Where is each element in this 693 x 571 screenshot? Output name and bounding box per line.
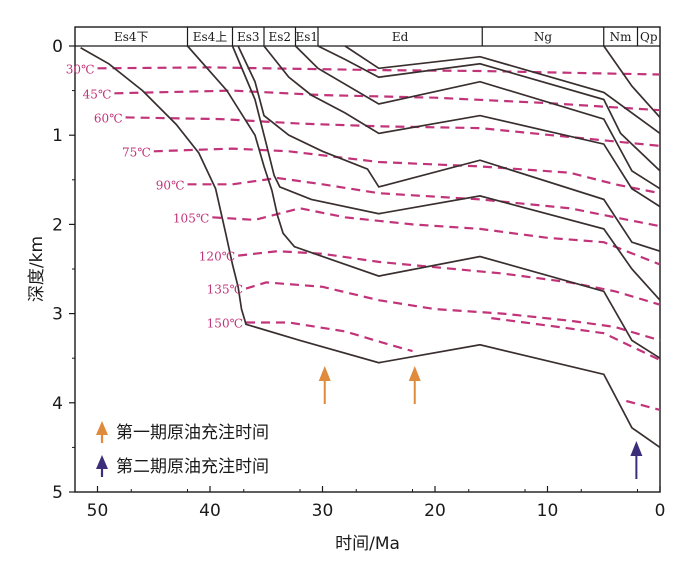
x-tick-label: 30 — [312, 501, 334, 521]
isotherm-line — [212, 207, 661, 266]
y-axis-title: 深度/km — [27, 236, 47, 302]
y-axis: 0 1 2 3 4 5 — [52, 37, 75, 503]
stratigraphic-header: Es4下 Es4上 Es3 Es2 Es1 Ed Ng Nm Qp — [114, 27, 658, 46]
burial-curve — [294, 45, 661, 190]
x-axis: 50 40 30 20 10 0 — [74, 486, 666, 521]
legend-arrow-icon — [96, 455, 108, 469]
burial-curve — [237, 45, 661, 253]
strat-label: Es1 — [295, 30, 318, 44]
burial-curve — [231, 45, 661, 301]
isotherm-label: 60℃ — [94, 111, 123, 125]
legend-label: 第一期原油充注时间 — [116, 423, 269, 443]
burial-curve — [263, 45, 661, 208]
burial-curve — [603, 45, 661, 118]
isotherm-label: 120℃ — [199, 250, 235, 264]
strat-label: Ng — [534, 30, 553, 44]
isotherm-line — [153, 147, 661, 195]
y-tick-label: 1 — [52, 126, 63, 146]
isotherm-line — [187, 176, 661, 228]
x-axis-title: 时间/Ma — [335, 534, 400, 554]
first-charge-arrow — [408, 366, 421, 404]
isotherm-line — [237, 250, 661, 306]
isotherm-label: 45℃ — [83, 87, 112, 101]
x-tick-label: 40 — [199, 501, 221, 521]
y-tick-label: 2 — [52, 215, 63, 235]
y-tick-label: 3 — [52, 305, 63, 325]
burial-curves — [80, 45, 661, 449]
strat-label: Es4下 — [114, 30, 149, 44]
y-tick-label: 4 — [52, 394, 63, 414]
first-charge-arrow — [318, 366, 331, 404]
burial-curve — [344, 45, 661, 135]
arrow-head — [408, 366, 421, 381]
isotherm-line — [491, 317, 661, 361]
second-charge-arrow — [630, 441, 643, 479]
strat-label: Nm — [610, 30, 633, 44]
isotherm-line — [246, 321, 413, 353]
x-tick-label: 0 — [655, 501, 666, 521]
strat-label: Es2 — [268, 30, 291, 44]
legend-label: 第二期原油充注时间 — [116, 457, 269, 477]
isotherm-label: 135℃ — [207, 283, 243, 297]
burial-curve — [317, 45, 661, 172]
x-tick-label: 10 — [537, 501, 559, 521]
burial-curve — [80, 47, 661, 449]
legend-item: 第二期原油充注时间 — [96, 455, 269, 477]
isotherm-lines — [97, 66, 661, 411]
plot-frame — [74, 26, 661, 493]
strat-label: Es4上 — [193, 30, 228, 44]
isotherm-label: 30℃ — [66, 62, 95, 76]
isotherm-label: 75℃ — [122, 145, 151, 159]
x-tick-label: 20 — [424, 501, 446, 521]
isotherm-line — [626, 399, 661, 411]
burial-curve — [186, 45, 661, 359]
legend-item: 第一期原油充注时间 — [96, 421, 269, 443]
strat-label: Ed — [392, 30, 409, 44]
isotherm-line — [125, 116, 661, 147]
y-tick-label: 0 — [52, 37, 63, 57]
isotherm-label: 150℃ — [207, 317, 243, 331]
isotherm-label: 105℃ — [173, 211, 209, 225]
plot-border — [74, 26, 661, 493]
strat-label: Qp — [640, 30, 658, 44]
isotherm-labels: 30℃ 45℃ 60℃ 75℃ 90℃ 105℃ 120℃ 135℃ 150℃ — [66, 62, 243, 330]
charge-event-arrows — [318, 366, 643, 479]
strat-label: Es3 — [237, 30, 260, 44]
arrow-head — [630, 441, 643, 456]
y-tick-label: 5 — [52, 483, 63, 503]
isotherm-label: 90℃ — [156, 178, 185, 192]
legend-arrow-icon — [96, 421, 108, 435]
x-tick-label: 50 — [87, 501, 109, 521]
arrow-head — [318, 366, 331, 381]
isotherm-line — [114, 89, 661, 112]
